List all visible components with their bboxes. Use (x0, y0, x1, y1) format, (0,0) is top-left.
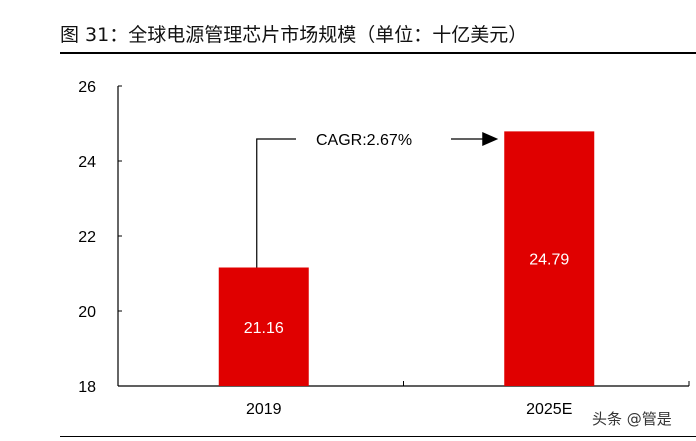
x-tick-label: 2019 (246, 401, 282, 418)
y-tick-label: 22 (78, 229, 96, 246)
bar (218, 267, 309, 386)
bar-value-label: 21.16 (244, 320, 284, 337)
cagr-annotation: CAGR:2.67% (256, 132, 499, 268)
y-tick-label: 20 (78, 304, 96, 321)
y-axis: 18 20 22 24 26 (78, 79, 122, 396)
bar-value-label: 24.79 (529, 252, 569, 269)
figure-title: 图 31：全球电源管理芯片市场规模（单位：十亿美元） (60, 24, 528, 46)
bottom-divider (60, 436, 696, 437)
bars: 21.16 24.79 (218, 131, 595, 386)
y-tick-label: 26 (78, 79, 96, 96)
watermark: 头条 @管是 (592, 410, 672, 428)
cagr-bracket-line (256, 138, 296, 268)
title-divider (60, 52, 696, 54)
bar (504, 131, 595, 386)
cagr-label: CAGR:2.67% (316, 132, 412, 149)
cagr-arrow-head (482, 132, 499, 146)
x-tick-label: 2025E (526, 401, 572, 418)
y-tick-label: 24 (78, 154, 96, 171)
y-tick-label: 18 (78, 379, 96, 396)
